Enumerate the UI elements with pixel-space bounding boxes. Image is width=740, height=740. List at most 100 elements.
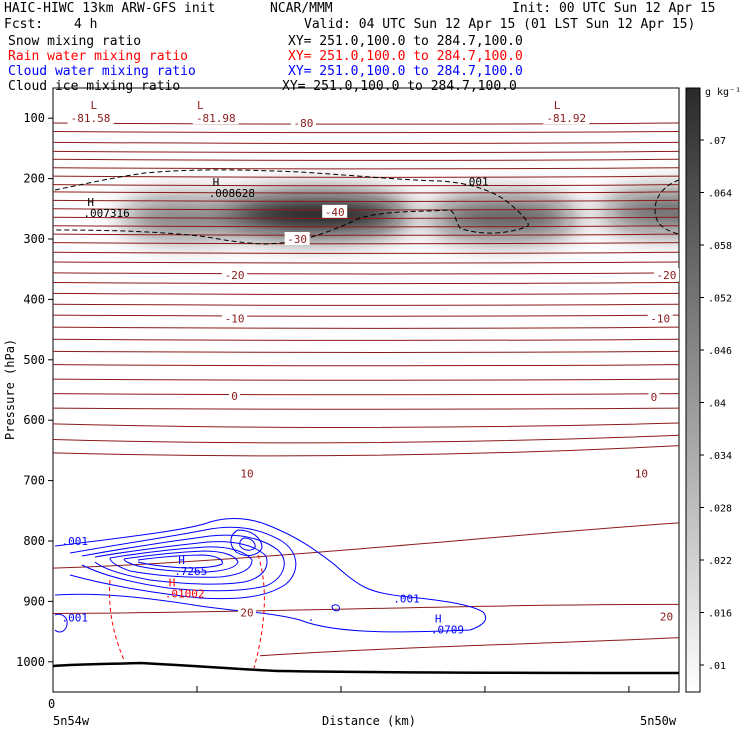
temperature-label-bg	[284, 232, 310, 245]
y-tick-label: 100	[23, 111, 45, 125]
temperature-contour	[53, 191, 679, 194]
extremum-mark: H	[178, 554, 185, 567]
temperature-label: 0	[651, 391, 658, 404]
temperature-contour	[53, 314, 679, 317]
x-axis-label: Distance (km)	[322, 714, 416, 728]
field-snow-xy: XY= 251.0,100.0 to 284.7,100.0	[288, 34, 523, 49]
rain-water-contour-left	[109, 579, 125, 661]
temperature-label-bg	[543, 111, 590, 125]
terrain-line	[52, 661, 680, 675]
extremum-value: .0709	[431, 624, 464, 637]
temperature-label: -20	[657, 269, 677, 282]
temperature-label: -81.98	[196, 112, 236, 125]
x-axis-right-location: 5n50w	[640, 714, 677, 728]
extremum-value: .01002	[165, 587, 205, 600]
temperature-contour	[53, 422, 679, 428]
cloud-water-left-edge	[54, 613, 68, 633]
y-axis-ticks: 100 200 300 400 500 600 700 800 900 1000	[16, 111, 53, 669]
forecast-label: Fcst:	[4, 17, 44, 32]
temperature-contour	[53, 199, 679, 202]
temperature-contour	[53, 407, 679, 410]
temperature-label: -10	[225, 313, 245, 326]
temperature-contour	[53, 281, 679, 285]
colorbar-tick-label: .022	[708, 556, 732, 567]
y-tick-label: 600	[23, 413, 45, 427]
temperature-contour	[53, 338, 679, 341]
rain-water-contours	[109, 554, 265, 669]
model-title: HAIC-HIWC 13km ARW-GFS init	[4, 1, 216, 16]
x-axis-ticks	[52, 686, 630, 692]
field-cloud-ice-xy: XY= 251.0,100.0 to 284.7,100.0	[282, 79, 517, 94]
cloud-water-contour-9	[239, 537, 256, 551]
temperature-label-bg	[632, 466, 651, 480]
cloud-ice-contours	[54, 169, 679, 245]
temperature-label-bg	[647, 311, 673, 325]
temperature-label-bg	[322, 204, 348, 218]
cloud-water-contour-3	[81, 534, 285, 592]
forecast-hours: 4 h	[74, 17, 98, 32]
temperature-contour	[53, 158, 679, 161]
field-snow-name: Snow mixing ratio	[8, 34, 142, 49]
extremum-value: .001	[62, 535, 89, 548]
temperature-label-bg	[67, 111, 114, 125]
y-tick-label: 200	[23, 172, 45, 186]
extremum-value: .008628	[209, 187, 255, 200]
temperature-label-bg	[222, 311, 248, 325]
temperature-contour	[53, 364, 679, 367]
temperature-contour	[53, 434, 679, 444]
cloud-ice-contour-001	[54, 169, 529, 245]
temperature-label-bg	[222, 268, 248, 282]
temperature-label: -40	[325, 206, 345, 219]
extremum-mark: H	[435, 613, 442, 626]
temperature-label-bg	[653, 268, 679, 282]
x-axis-zero-label: 0	[48, 697, 55, 711]
colorbar-tick-label: .01	[708, 661, 726, 672]
colorbar	[685, 87, 701, 693]
temperature-label: 20	[240, 606, 253, 619]
y-tick-label: 300	[23, 232, 45, 246]
temperature-label-bg	[238, 466, 257, 480]
temperature-label: -81.58	[71, 112, 111, 125]
temperature-contour	[53, 167, 679, 170]
temperature-label-bg	[657, 609, 676, 623]
colorbar-tick-label: .07	[708, 136, 726, 147]
temperature-label: 20	[660, 611, 673, 624]
temperature-contour	[53, 445, 679, 457]
colorbar-tick-label: .04	[708, 399, 726, 410]
temperature-contour	[53, 522, 679, 569]
extremum-mark: H	[87, 196, 94, 209]
y-tick-label: 1000	[16, 655, 45, 669]
temperature-label: 0	[231, 390, 238, 403]
field-cloud-ice-name: Cloud ice mixing ratio	[8, 79, 181, 94]
colorbar-tick-label: .034	[708, 451, 732, 462]
extremum-mark: H	[213, 176, 220, 189]
extremum-mark: L	[91, 99, 98, 112]
extremum-mark: L	[554, 99, 561, 112]
snow-shading-cell	[601, 191, 679, 232]
temperature-contour	[53, 326, 679, 329]
temperature-contour	[53, 184, 679, 187]
temperature-contour	[53, 242, 679, 245]
temperature-contour	[53, 272, 679, 275]
temperature-label: -20	[225, 269, 245, 282]
plot-frame	[52, 87, 680, 693]
temperature-label-bg	[229, 389, 241, 403]
temperature-label: -80	[293, 117, 313, 130]
temperature-label: -81.92	[546, 112, 586, 125]
cloud-water-contour-8	[230, 529, 263, 556]
cloud-water-contour-7	[137, 554, 223, 569]
temperature-label: 10	[240, 467, 253, 480]
y-tick-label: 700	[23, 474, 45, 488]
cloud-water-contour-4	[94, 541, 268, 585]
temperature-label-bg	[290, 116, 316, 130]
cloud-ice-contour-001-right	[654, 179, 679, 235]
temperature-contour	[53, 393, 679, 396]
cloud-water-small-cell	[331, 604, 340, 612]
field-cloud-water-xy: XY= 251.0,100.0 to 284.7,100.0	[288, 64, 523, 79]
colorbar-tick-label: .058	[708, 241, 732, 252]
extrema-labels: L L LH.008628H.007316.001.001H.7265H.01002…	[62, 99, 561, 636]
extremum-value: .7265	[174, 565, 207, 578]
colorbar-tick-label: .064	[708, 189, 732, 200]
temperature-contour	[53, 251, 679, 254]
rain-water-contour-right	[253, 554, 265, 669]
